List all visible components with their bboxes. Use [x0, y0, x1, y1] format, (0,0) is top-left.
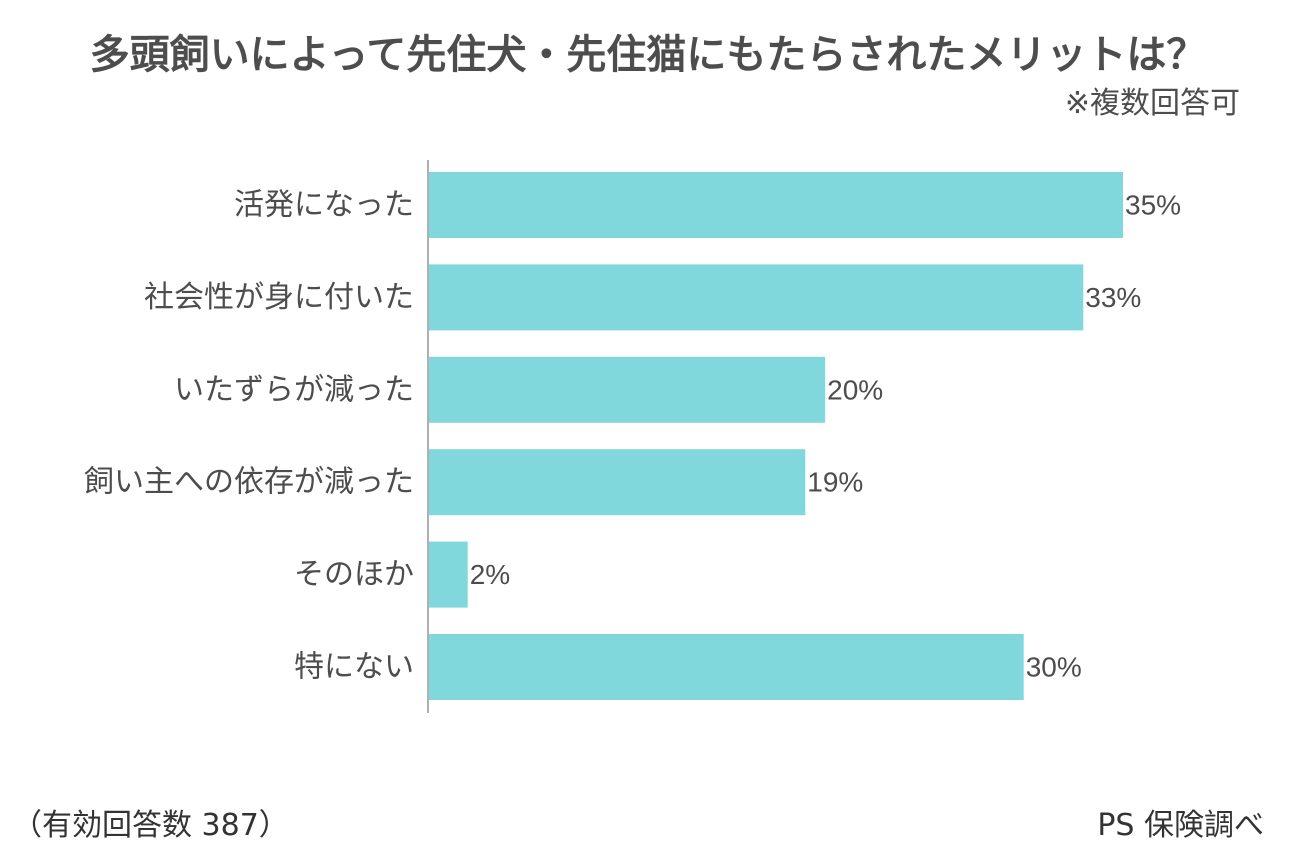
category-label-1: 社会性が身に付いた [144, 280, 414, 315]
category-label-3: 飼い主への依存が減った [84, 465, 414, 500]
value-label-1: 33% [1085, 282, 1141, 313]
chart-subtitle: ※複数回答可 [1064, 86, 1240, 121]
bar-3 [428, 449, 806, 516]
category-label-0: 活発になった [234, 188, 414, 223]
bar-5 [428, 634, 1024, 700]
bar-2 [428, 356, 826, 423]
source-note: PS 保険調べ [1097, 808, 1264, 843]
category-label-5: 特にない [294, 650, 414, 685]
value-label-2: 20% [827, 374, 883, 405]
value-label-5: 30% [1026, 652, 1082, 683]
value-label-3: 19% [807, 467, 863, 498]
bar-4 [428, 541, 468, 608]
sample-size-note: （有効回答数 387） [12, 808, 289, 843]
chart-title: 多頭飼いによって先住犬・先住猫にもたらされたメリットは？ [89, 32, 1207, 78]
category-label-4: そのほか [294, 557, 414, 592]
value-label-0: 35% [1125, 190, 1181, 221]
category-label-2: いたずらが減った [174, 372, 414, 407]
bar-0 [428, 172, 1123, 238]
value-label-4: 2% [470, 559, 510, 590]
bar-1 [428, 264, 1084, 331]
